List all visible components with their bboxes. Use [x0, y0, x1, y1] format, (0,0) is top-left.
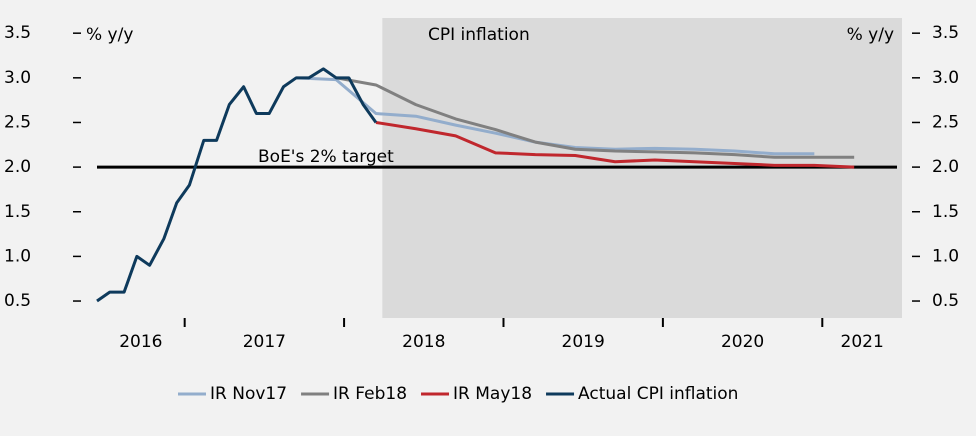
- y2-tick-label: 2.0: [932, 157, 959, 177]
- legend-label: IR Feb18: [333, 384, 407, 404]
- y2-tick-label: 3.5: [932, 23, 959, 43]
- y-tick-label: 1.0: [4, 246, 31, 266]
- x-tick-label: 2018: [402, 332, 445, 352]
- y2-tick-label: 1.5: [932, 202, 959, 222]
- x-tick-label: 2020: [721, 332, 764, 352]
- y-tick-label: 0.5: [4, 291, 31, 311]
- target-label: BoE's 2% target: [258, 147, 394, 167]
- series-line: [96, 67, 378, 303]
- y-tick-label: 2.5: [4, 112, 31, 132]
- y2-axis-label: % y/y: [847, 25, 894, 45]
- x-tick-label: 2021: [841, 332, 884, 352]
- x-tick-label: 2017: [243, 332, 286, 352]
- y-tick-label: 3.0: [4, 68, 31, 88]
- y-tick-label: 1.5: [4, 202, 31, 222]
- series-line: [335, 76, 855, 159]
- y-axis-label: % y/y: [86, 25, 133, 45]
- y2-tick-label: 0.5: [932, 291, 959, 311]
- y2-tick-label: 3.0: [932, 68, 959, 88]
- series-line: [375, 120, 855, 169]
- y2-tick-label: 1.0: [932, 246, 959, 266]
- x-tick-label: 2019: [562, 332, 605, 352]
- y-tick-label: 3.5: [4, 23, 31, 43]
- y2-tick-label: 2.5: [932, 112, 959, 132]
- y-tick-label: 2.0: [4, 157, 31, 177]
- legend-label: Actual CPI inflation: [578, 384, 738, 404]
- legend-label: IR Nov17: [210, 384, 287, 404]
- x-tick-label: 2016: [119, 332, 162, 352]
- legend-label: IR May18: [453, 384, 532, 404]
- chart-title: CPI inflation: [428, 25, 530, 45]
